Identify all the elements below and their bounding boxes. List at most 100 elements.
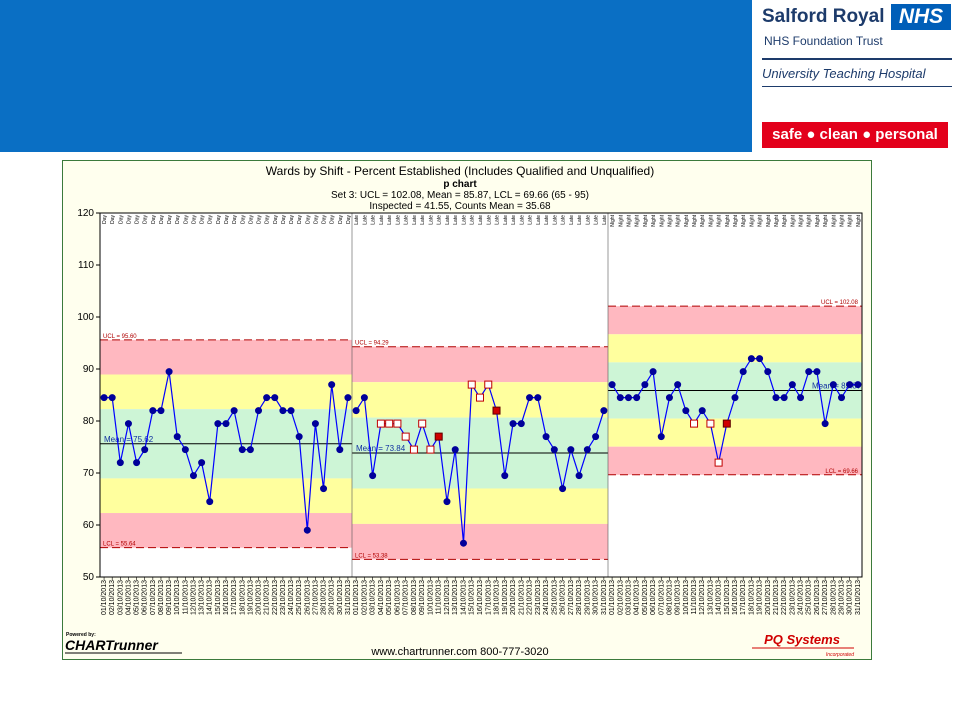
flagged-point bbox=[467, 380, 476, 389]
date-tick-label: 17/10/2013 bbox=[231, 580, 238, 615]
shift-tick-label: Day bbox=[281, 215, 287, 224]
data-point bbox=[739, 368, 747, 376]
date-tick-label: 26/10/2013 bbox=[814, 580, 821, 615]
date-tick-label: 01/10/2013 bbox=[353, 580, 360, 615]
data-point bbox=[222, 420, 230, 428]
date-tick-label: 18/10/2013 bbox=[748, 580, 755, 615]
data-point bbox=[108, 394, 116, 402]
date-tick-label: 30/10/2013 bbox=[847, 580, 854, 615]
date-tick-label: 05/10/2013 bbox=[642, 580, 649, 615]
data-point bbox=[641, 381, 649, 389]
shift-tick-label: Day bbox=[208, 215, 214, 224]
shift-tick-label: Day bbox=[265, 215, 271, 224]
shift-tick-label: Day bbox=[126, 215, 132, 224]
data-point bbox=[624, 394, 632, 402]
zone-band bbox=[100, 513, 352, 548]
logo-org-name: Salford Royal bbox=[762, 6, 885, 27]
mean-label: Mean = 73.84 bbox=[356, 444, 406, 453]
date-tick-label: 09/10/2013 bbox=[166, 580, 173, 615]
ucl-label: UCL = 95.60 bbox=[103, 334, 137, 340]
shift-tick-label: Night bbox=[758, 214, 764, 226]
date-tick-label: 11/10/2013 bbox=[436, 580, 443, 615]
y-tick-label: 110 bbox=[78, 260, 94, 271]
shift-tick-label: Late bbox=[544, 215, 550, 225]
shift-tick-label: Day bbox=[200, 215, 206, 224]
zone-band bbox=[352, 488, 608, 524]
date-tick-label: 04/10/2013 bbox=[634, 580, 641, 615]
shift-tick-label: Night bbox=[774, 214, 780, 226]
data-point bbox=[567, 446, 575, 454]
date-tick-label: 29/10/2013 bbox=[584, 580, 591, 615]
date-tick-label: 17/10/2013 bbox=[485, 580, 492, 615]
shift-tick-label: Day bbox=[322, 215, 328, 224]
data-point bbox=[756, 355, 764, 363]
data-point bbox=[336, 446, 344, 454]
shift-tick-label: Late bbox=[395, 215, 401, 225]
shift-tick-label: Night bbox=[840, 214, 846, 226]
date-tick-label: 27/10/2013 bbox=[312, 580, 319, 615]
date-tick-label: 24/10/2013 bbox=[543, 580, 550, 615]
date-tick-label: 20/10/2013 bbox=[510, 580, 517, 615]
shift-tick-label: Night bbox=[635, 214, 641, 226]
data-point bbox=[181, 446, 189, 454]
data-point bbox=[772, 394, 780, 402]
flagged-point bbox=[476, 393, 484, 402]
nhs-badge: NHS bbox=[891, 4, 951, 30]
shift-tick-label: Late bbox=[511, 215, 517, 225]
zone-band bbox=[100, 478, 352, 514]
data-point bbox=[255, 407, 263, 415]
data-point bbox=[600, 407, 608, 415]
shift-tick-label: Late bbox=[594, 215, 600, 225]
shift-tick-label: Late bbox=[528, 215, 534, 225]
data-point bbox=[747, 355, 755, 363]
date-tick-label: 27/10/2013 bbox=[822, 580, 829, 615]
chartrunner-brand: CHARTrunner bbox=[65, 637, 159, 653]
date-tick-label: 21/10/2013 bbox=[773, 580, 780, 615]
shift-tick-label: Day bbox=[175, 215, 181, 224]
flagged-point bbox=[409, 445, 418, 454]
shift-tick-label: Late bbox=[461, 215, 467, 225]
shift-tick-label: Day bbox=[330, 215, 336, 224]
date-tick-label: 24/10/2013 bbox=[798, 580, 805, 615]
shift-tick-label: Late bbox=[362, 215, 368, 225]
shift-tick-label: Night bbox=[749, 214, 755, 226]
data-point bbox=[189, 472, 197, 480]
header-banner bbox=[0, 0, 752, 152]
zone-band bbox=[608, 418, 862, 447]
date-tick-label: 27/10/2013 bbox=[568, 580, 575, 615]
shift-tick-label: Night bbox=[717, 214, 723, 226]
date-tick-label: 10/10/2013 bbox=[427, 580, 434, 615]
date-tick-label: 09/10/2013 bbox=[419, 580, 426, 615]
date-tick-label: 03/10/2013 bbox=[625, 580, 632, 615]
shift-tick-label: Day bbox=[297, 215, 303, 224]
data-point bbox=[583, 446, 591, 454]
shift-tick-label: Night bbox=[807, 214, 813, 226]
shift-tick-label: Day bbox=[183, 215, 189, 224]
shift-tick-label: Night bbox=[766, 214, 772, 226]
zone-band bbox=[608, 334, 862, 363]
data-point bbox=[829, 381, 837, 389]
shift-tick-label: Day bbox=[313, 215, 319, 224]
shift-tick-label: Late bbox=[552, 215, 558, 225]
data-point bbox=[443, 498, 451, 506]
zone-band bbox=[100, 374, 352, 410]
ucl-label: UCL = 102.08 bbox=[821, 300, 859, 306]
mean-label: Mean = 75.62 bbox=[104, 435, 154, 444]
lcl-label: LCL = 55.64 bbox=[103, 542, 136, 548]
shift-tick-label: Day bbox=[118, 215, 124, 224]
plot-border bbox=[99, 212, 863, 578]
data-point bbox=[616, 394, 624, 402]
date-tick-label: 22/10/2013 bbox=[272, 580, 279, 615]
date-tick-label: 15/10/2013 bbox=[724, 580, 731, 615]
flagged-point bbox=[706, 419, 715, 428]
shift-tick-label: Late bbox=[470, 215, 476, 225]
data-point bbox=[674, 381, 682, 389]
shift-tick-label: Day bbox=[232, 215, 238, 224]
data-point bbox=[838, 394, 846, 402]
p-chart: Wards by Shift - Percent Established (In… bbox=[62, 160, 872, 660]
shift-tick-label: Night bbox=[831, 214, 837, 226]
date-tick-label: 13/10/2013 bbox=[199, 580, 206, 615]
date-tick-label: 15/10/2013 bbox=[215, 580, 222, 615]
shift-tick-label: Late bbox=[478, 215, 484, 225]
data-point bbox=[320, 485, 328, 493]
